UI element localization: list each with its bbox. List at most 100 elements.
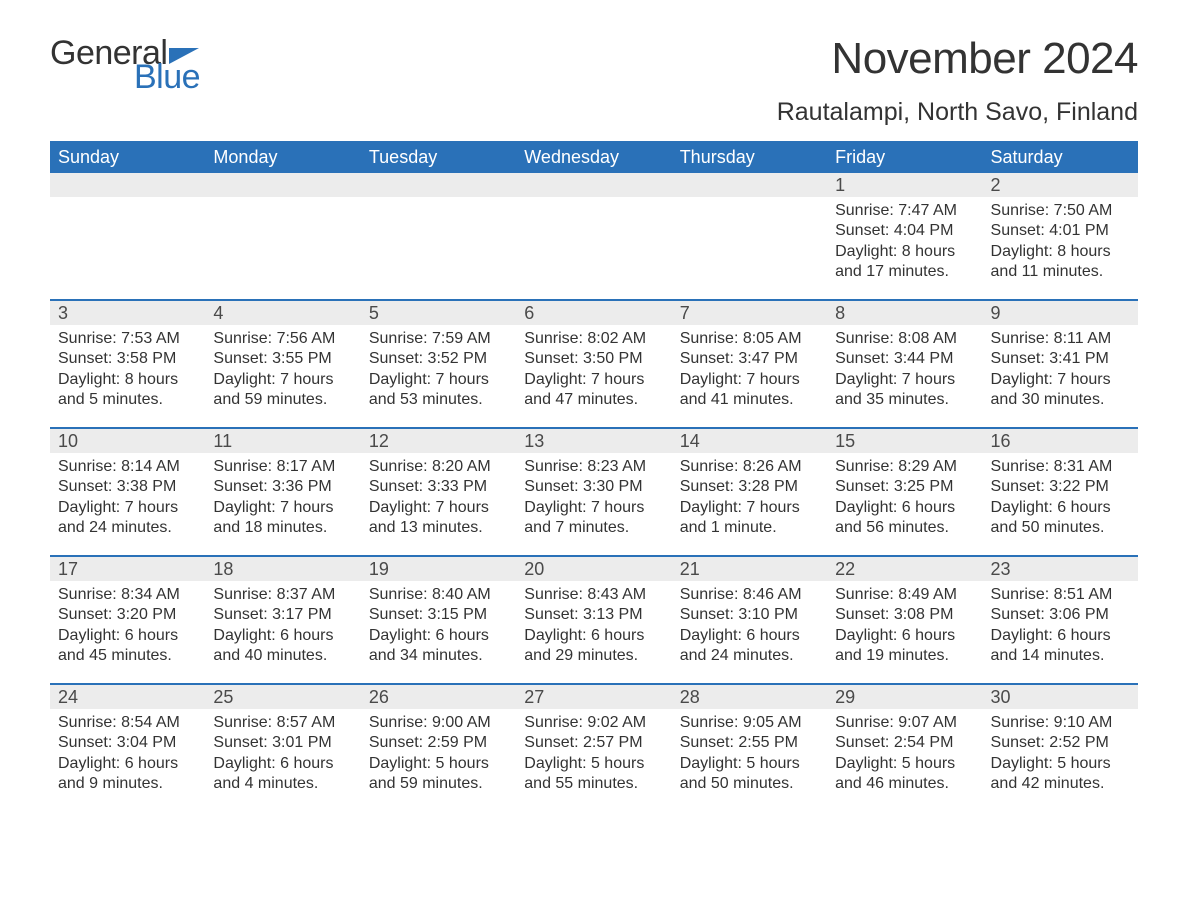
day-cell: 12Sunrise: 8:20 AMSunset: 3:33 PMDayligh… — [361, 429, 516, 545]
daylight2-text: and 59 minutes. — [213, 390, 352, 410]
daylight1-text: Daylight: 5 hours — [680, 754, 819, 774]
sunset-text: Sunset: 3:15 PM — [369, 605, 508, 625]
day-cell: 10Sunrise: 8:14 AMSunset: 3:38 PMDayligh… — [50, 429, 205, 545]
sunset-text: Sunset: 3:30 PM — [524, 477, 663, 497]
day-body: Sunrise: 8:17 AMSunset: 3:36 PMDaylight:… — [205, 453, 360, 539]
day-body: Sunrise: 7:47 AMSunset: 4:04 PMDaylight:… — [827, 197, 982, 283]
daylight1-text: Daylight: 6 hours — [991, 498, 1130, 518]
daylight1-text: Daylight: 7 hours — [524, 370, 663, 390]
daylight2-text: and 1 minute. — [680, 518, 819, 538]
header-row: General Blue November 2024 Rautalampi, N… — [50, 34, 1138, 127]
daylight2-text: and 24 minutes. — [58, 518, 197, 538]
sunrise-text: Sunrise: 8:23 AM — [524, 457, 663, 477]
day-number: 9 — [983, 301, 1138, 325]
day-body: Sunrise: 8:08 AMSunset: 3:44 PMDaylight:… — [827, 325, 982, 411]
logo: General Blue — [50, 34, 200, 97]
daylight1-text: Daylight: 6 hours — [213, 754, 352, 774]
day-number: 14 — [672, 429, 827, 453]
day-number: 16 — [983, 429, 1138, 453]
sunrise-text: Sunrise: 7:53 AM — [58, 329, 197, 349]
daylight2-text: and 47 minutes. — [524, 390, 663, 410]
day-number: 28 — [672, 685, 827, 709]
day-body: Sunrise: 9:00 AMSunset: 2:59 PMDaylight:… — [361, 709, 516, 795]
day-cell: 7Sunrise: 8:05 AMSunset: 3:47 PMDaylight… — [672, 301, 827, 417]
day-number: 29 — [827, 685, 982, 709]
title-block: November 2024 Rautalampi, North Savo, Fi… — [777, 34, 1138, 127]
daylight1-text: Daylight: 6 hours — [58, 626, 197, 646]
daylight2-text: and 29 minutes. — [524, 646, 663, 666]
daylight2-text: and 53 minutes. — [369, 390, 508, 410]
day-cell: 11Sunrise: 8:17 AMSunset: 3:36 PMDayligh… — [205, 429, 360, 545]
day-number: 13 — [516, 429, 671, 453]
day-number — [672, 173, 827, 197]
sunset-text: Sunset: 3:01 PM — [213, 733, 352, 753]
sunset-text: Sunset: 3:13 PM — [524, 605, 663, 625]
day-cell — [50, 173, 205, 289]
sunset-text: Sunset: 3:08 PM — [835, 605, 974, 625]
day-number: 25 — [205, 685, 360, 709]
daylight2-text: and 14 minutes. — [991, 646, 1130, 666]
day-cell: 23Sunrise: 8:51 AMSunset: 3:06 PMDayligh… — [983, 557, 1138, 673]
days-of-week-header: SundayMondayTuesdayWednesdayThursdayFrid… — [50, 141, 1138, 173]
sunset-text: Sunset: 3:33 PM — [369, 477, 508, 497]
day-cell: 29Sunrise: 9:07 AMSunset: 2:54 PMDayligh… — [827, 685, 982, 801]
day-cell — [516, 173, 671, 289]
day-number: 19 — [361, 557, 516, 581]
sunrise-text: Sunrise: 8:31 AM — [991, 457, 1130, 477]
day-cell: 18Sunrise: 8:37 AMSunset: 3:17 PMDayligh… — [205, 557, 360, 673]
day-cell: 4Sunrise: 7:56 AMSunset: 3:55 PMDaylight… — [205, 301, 360, 417]
day-number: 10 — [50, 429, 205, 453]
sunrise-text: Sunrise: 7:56 AM — [213, 329, 352, 349]
sunset-text: Sunset: 3:22 PM — [991, 477, 1130, 497]
week-row: 1Sunrise: 7:47 AMSunset: 4:04 PMDaylight… — [50, 173, 1138, 299]
daylight1-text: Daylight: 5 hours — [991, 754, 1130, 774]
daylight2-text: and 9 minutes. — [58, 774, 197, 794]
sunrise-text: Sunrise: 9:02 AM — [524, 713, 663, 733]
daylight1-text: Daylight: 6 hours — [835, 498, 974, 518]
sunset-text: Sunset: 3:28 PM — [680, 477, 819, 497]
dow-cell: Friday — [827, 147, 982, 168]
daylight1-text: Daylight: 7 hours — [369, 370, 508, 390]
daylight2-text: and 40 minutes. — [213, 646, 352, 666]
daylight1-text: Daylight: 7 hours — [58, 498, 197, 518]
sunset-text: Sunset: 2:54 PM — [835, 733, 974, 753]
daylight2-text: and 5 minutes. — [58, 390, 197, 410]
sunrise-text: Sunrise: 8:57 AM — [213, 713, 352, 733]
sunset-text: Sunset: 2:59 PM — [369, 733, 508, 753]
day-number: 1 — [827, 173, 982, 197]
day-body: Sunrise: 8:49 AMSunset: 3:08 PMDaylight:… — [827, 581, 982, 667]
week-row: 17Sunrise: 8:34 AMSunset: 3:20 PMDayligh… — [50, 555, 1138, 683]
dow-cell: Saturday — [983, 147, 1138, 168]
week-row: 10Sunrise: 8:14 AMSunset: 3:38 PMDayligh… — [50, 427, 1138, 555]
day-number: 22 — [827, 557, 982, 581]
day-number: 21 — [672, 557, 827, 581]
day-body: Sunrise: 8:43 AMSunset: 3:13 PMDaylight:… — [516, 581, 671, 667]
dow-cell: Thursday — [672, 147, 827, 168]
sunrise-text: Sunrise: 8:11 AM — [991, 329, 1130, 349]
daylight1-text: Daylight: 5 hours — [524, 754, 663, 774]
sunset-text: Sunset: 3:06 PM — [991, 605, 1130, 625]
location-text: Rautalampi, North Savo, Finland — [777, 98, 1138, 127]
day-body: Sunrise: 7:53 AMSunset: 3:58 PMDaylight:… — [50, 325, 205, 411]
sunrise-text: Sunrise: 7:50 AM — [991, 201, 1130, 221]
day-cell — [672, 173, 827, 289]
sunset-text: Sunset: 3:58 PM — [58, 349, 197, 369]
day-body: Sunrise: 8:23 AMSunset: 3:30 PMDaylight:… — [516, 453, 671, 539]
sunset-text: Sunset: 3:36 PM — [213, 477, 352, 497]
sunset-text: Sunset: 3:55 PM — [213, 349, 352, 369]
sunset-text: Sunset: 2:55 PM — [680, 733, 819, 753]
sunset-text: Sunset: 2:57 PM — [524, 733, 663, 753]
daylight2-text: and 30 minutes. — [991, 390, 1130, 410]
sunrise-text: Sunrise: 8:40 AM — [369, 585, 508, 605]
day-body: Sunrise: 7:50 AMSunset: 4:01 PMDaylight:… — [983, 197, 1138, 283]
day-cell: 13Sunrise: 8:23 AMSunset: 3:30 PMDayligh… — [516, 429, 671, 545]
day-body: Sunrise: 9:05 AMSunset: 2:55 PMDaylight:… — [672, 709, 827, 795]
daylight2-text: and 55 minutes. — [524, 774, 663, 794]
day-cell — [361, 173, 516, 289]
daylight1-text: Daylight: 7 hours — [991, 370, 1130, 390]
day-number: 17 — [50, 557, 205, 581]
day-cell: 27Sunrise: 9:02 AMSunset: 2:57 PMDayligh… — [516, 685, 671, 801]
day-body: Sunrise: 8:29 AMSunset: 3:25 PMDaylight:… — [827, 453, 982, 539]
week-row: 24Sunrise: 8:54 AMSunset: 3:04 PMDayligh… — [50, 683, 1138, 811]
day-cell: 15Sunrise: 8:29 AMSunset: 3:25 PMDayligh… — [827, 429, 982, 545]
